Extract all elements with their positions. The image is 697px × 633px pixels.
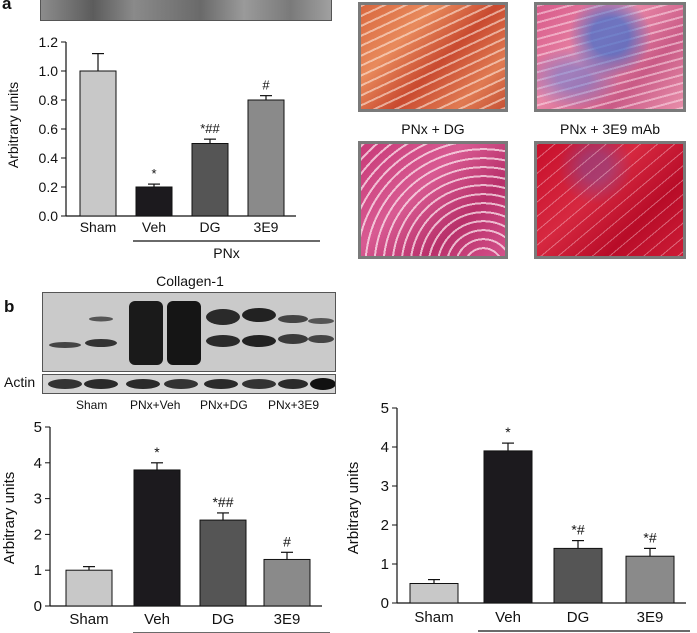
collagen-blot-title: Collagen-1 xyxy=(156,273,224,289)
actin-label: Actin xyxy=(4,374,36,390)
category-label: DG xyxy=(200,219,221,235)
y-tick-label: 4 xyxy=(34,455,42,472)
y-tick-label: 0 xyxy=(34,598,42,615)
caption-pnx-dg: PNx + DG xyxy=(401,121,465,137)
category-label: Veh xyxy=(495,609,521,626)
lane-label-pnx-dg: PNx+DG xyxy=(200,398,248,412)
category-label: DG xyxy=(567,609,590,626)
significance-annotation: * xyxy=(154,444,160,460)
y-tick-label: 5 xyxy=(381,400,389,417)
caption-pnx-3e9: PNx + 3E9 mAb xyxy=(560,121,660,137)
y-tick-label: 1.0 xyxy=(39,63,59,79)
significance-annotation: *## xyxy=(212,494,233,510)
bar-sham xyxy=(79,70,117,217)
group-label: PNx xyxy=(213,245,239,261)
bar-dg xyxy=(191,143,229,217)
category-label: DG xyxy=(212,611,235,628)
bar-sham xyxy=(65,569,113,607)
y-tick-label: 2 xyxy=(34,526,42,543)
actin-blot xyxy=(42,374,336,394)
bar-3e9 xyxy=(625,555,675,604)
significance-annotation: *# xyxy=(643,529,656,545)
panel-a-label: a xyxy=(2,0,12,13)
y-axis-label: Arbitrary units xyxy=(345,462,362,555)
category-label: Sham xyxy=(80,219,117,235)
panel-b-label: b xyxy=(4,297,15,316)
y-tick-label: 0.0 xyxy=(39,208,59,224)
bar-dg xyxy=(553,547,603,604)
y-tick-label: 0 xyxy=(381,595,389,612)
category-label: 3E9 xyxy=(274,611,301,628)
collagen-blot xyxy=(42,292,336,372)
panel-a-blot xyxy=(40,0,332,21)
category-label: 3E9 xyxy=(637,609,664,626)
significance-annotation: # xyxy=(262,78,270,93)
y-axis-label: Arbitrary units xyxy=(1,472,18,565)
significance-annotation: *# xyxy=(571,522,584,538)
significance-annotation: * xyxy=(151,166,156,181)
category-label: 3E9 xyxy=(254,219,279,235)
lane-label-pnx-veh: PNx+Veh xyxy=(130,398,181,412)
y-tick-label: 0.4 xyxy=(39,150,59,166)
lane-label-pnx-3e9: PNx+3E9 xyxy=(268,398,320,412)
y-tick-label: 0.6 xyxy=(39,121,59,137)
y-tick-label: 1.2 xyxy=(39,34,59,50)
lane-label-sham: Sham xyxy=(76,398,108,412)
significance-annotation: * xyxy=(505,424,511,440)
category-label: Veh xyxy=(142,219,166,235)
bar-veh xyxy=(483,450,533,604)
y-tick-label: 3 xyxy=(381,478,389,495)
significance-annotation: *## xyxy=(200,121,220,136)
category-label: Sham xyxy=(69,611,108,628)
y-tick-label: 2 xyxy=(381,517,389,534)
bar-veh xyxy=(133,469,181,607)
y-tick-label: 1 xyxy=(381,556,389,573)
bar-dg xyxy=(199,519,247,607)
significance-annotation: # xyxy=(283,533,291,549)
histology-sham xyxy=(358,2,508,112)
histology-veh xyxy=(534,2,686,112)
y-tick-label: 1 xyxy=(34,562,42,579)
histology-dg xyxy=(358,141,508,259)
y-tick-label: 0.8 xyxy=(39,92,59,108)
y-tick-label: 4 xyxy=(381,439,389,456)
y-tick-label: 3 xyxy=(34,491,42,508)
y-tick-label: 0.2 xyxy=(39,179,59,195)
y-axis-label: Arbitrary units xyxy=(5,82,21,168)
histology-3e9 xyxy=(534,141,686,259)
category-label: Sham xyxy=(414,609,453,626)
category-label: Veh xyxy=(144,611,170,628)
y-tick-label: 5 xyxy=(34,419,42,436)
bar-sham xyxy=(409,583,459,604)
